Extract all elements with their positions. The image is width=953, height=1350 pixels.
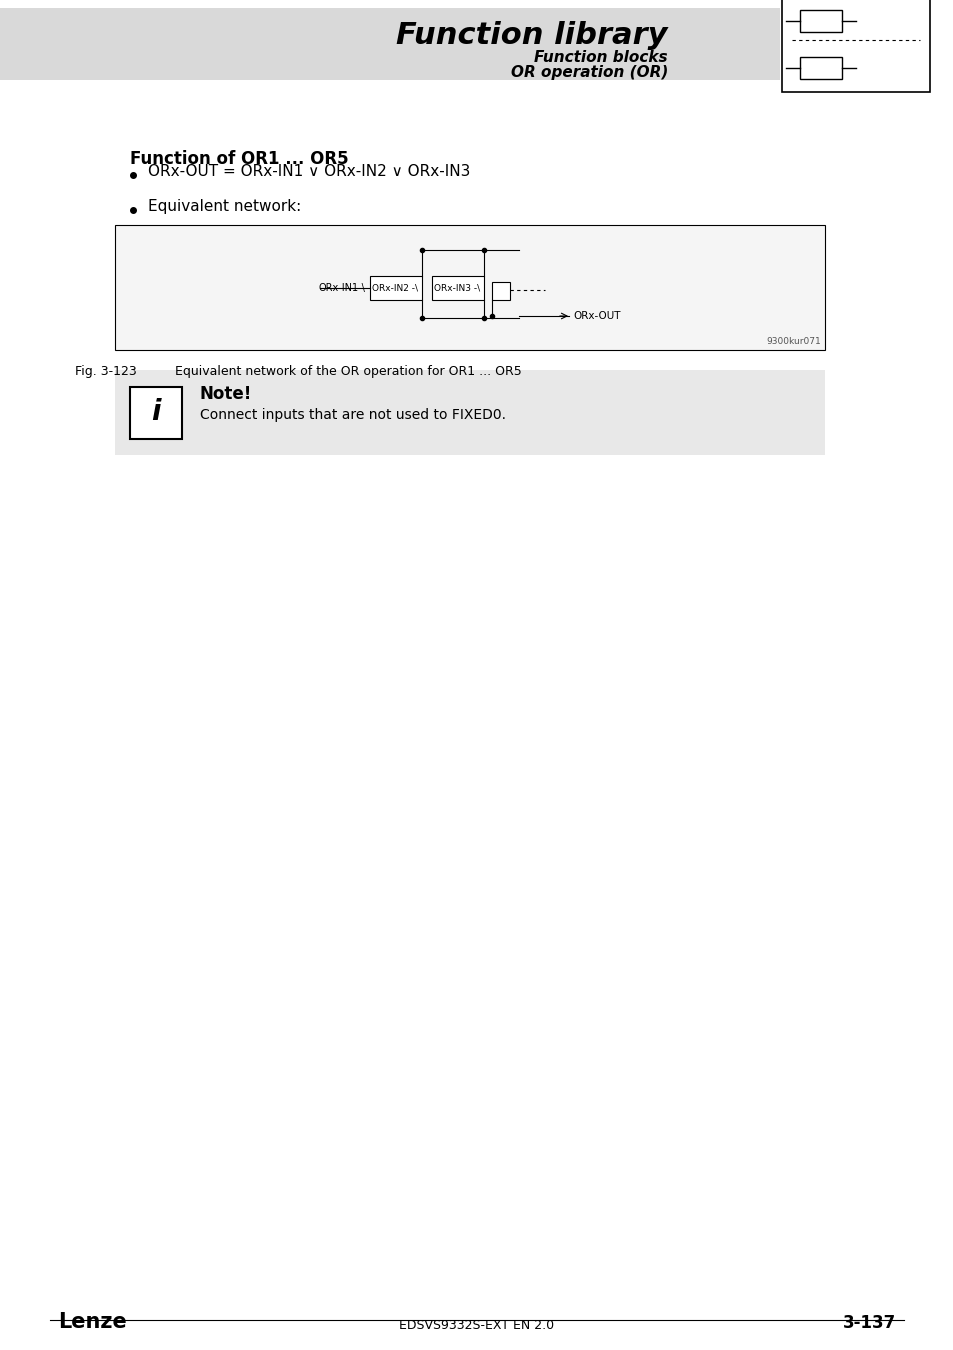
Bar (800, 9, 841, 32)
Text: Note!: Note! (200, 385, 253, 404)
Bar (492, 282, 510, 300)
Text: 3-137: 3-137 (841, 1314, 895, 1332)
Text: 9300kur071: 9300kur071 (765, 338, 821, 346)
Bar (115, 225, 824, 350)
Bar (432, 275, 483, 300)
Text: ORx-OUT: ORx-OUT (573, 310, 619, 321)
Text: Connect inputs that are not used to FIXED0.: Connect inputs that are not used to FIXE… (200, 408, 505, 423)
Text: ORx-IN3 -\: ORx-IN3 -\ (434, 284, 479, 293)
Text: Function of OR1 ... OR5: Function of OR1 ... OR5 (130, 150, 348, 167)
Text: Function blocks: Function blocks (534, 50, 667, 66)
Bar (800, 57, 841, 80)
Bar (130, 386, 182, 439)
Text: Function library: Function library (396, 20, 667, 50)
Text: OR operation (OR): OR operation (OR) (510, 65, 667, 80)
Text: Fig. 3-123: Fig. 3-123 (75, 364, 136, 378)
Text: Equivalent network:: Equivalent network: (148, 200, 301, 215)
Text: EDSVS9332S-EXT EN 2.0: EDSVS9332S-EXT EN 2.0 (399, 1319, 554, 1332)
Bar (0, 8, 780, 80)
Bar (115, 370, 824, 455)
Text: ORx-IN2 -\: ORx-IN2 -\ (372, 284, 417, 293)
Text: i: i (152, 398, 161, 427)
Bar (370, 275, 421, 300)
Text: Lenze: Lenze (58, 1312, 127, 1332)
Bar (781, 0, 929, 92)
Text: ORx-OUT = ORx-IN1 ∨ ORx-IN2 ∨ ORx-IN3: ORx-OUT = ORx-IN1 ∨ ORx-IN2 ∨ ORx-IN3 (148, 165, 470, 180)
Text: Equivalent network of the OR operation for OR1 ... OR5: Equivalent network of the OR operation f… (174, 364, 521, 378)
Text: ORx-IN1-\: ORx-IN1-\ (317, 284, 365, 293)
